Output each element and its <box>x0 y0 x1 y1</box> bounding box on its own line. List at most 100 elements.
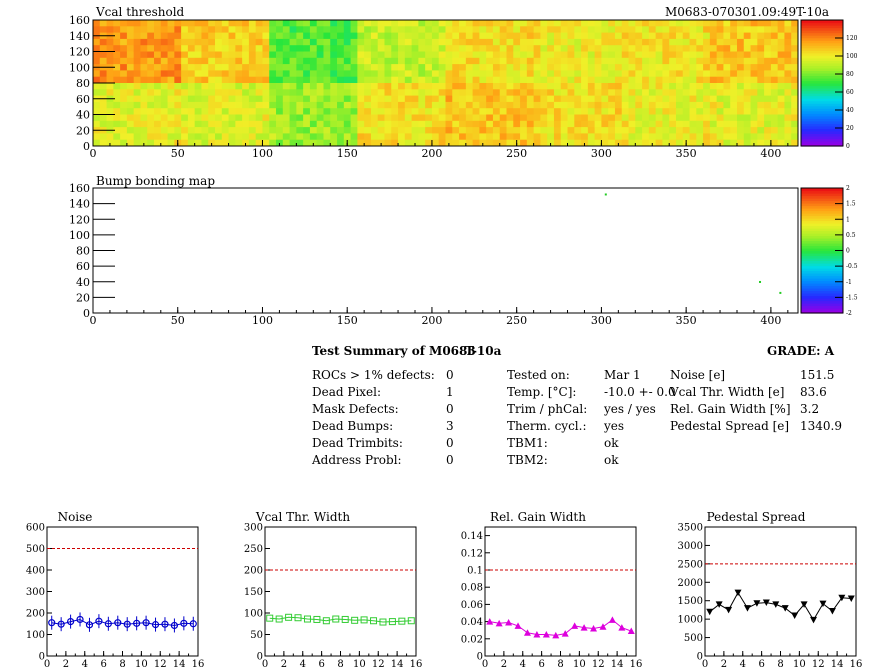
heat-cell <box>533 45 541 52</box>
heat-cell <box>431 133 440 141</box>
data-point <box>514 622 522 629</box>
heat-cell <box>709 45 718 52</box>
data-point <box>379 618 387 626</box>
heat-cell <box>689 108 697 115</box>
vcal-threshold-title: Vcal threshold <box>96 5 185 19</box>
heat-cell <box>296 38 304 46</box>
heat-cell <box>93 76 101 84</box>
heat-cell <box>642 89 650 96</box>
heat-cell <box>99 76 107 84</box>
heat-cell <box>614 108 623 115</box>
heat-cell <box>764 139 772 147</box>
heat-cell <box>289 108 297 115</box>
heat-cell <box>709 108 718 115</box>
heat-cell <box>513 127 521 134</box>
heat-cell <box>675 38 684 46</box>
heat-cell <box>750 89 758 96</box>
heat-cell <box>736 57 745 65</box>
heat-cell <box>364 114 372 122</box>
heat-cell <box>770 108 779 115</box>
heat-cell <box>431 101 440 109</box>
heat-cell <box>398 76 406 84</box>
heat-cell <box>418 101 426 109</box>
heat-cell <box>370 95 379 103</box>
heat-cell <box>282 57 290 65</box>
heat-cell <box>215 83 223 90</box>
heat-cell <box>316 127 324 134</box>
heat-cell <box>289 114 297 122</box>
heat-cell <box>309 70 318 78</box>
colorbar-segment <box>801 40 843 44</box>
heat-cell <box>581 120 589 128</box>
heat-cell <box>696 89 704 96</box>
heat-cell <box>282 114 290 122</box>
heat-cell <box>140 32 148 40</box>
summary-test-label: T-10a <box>465 344 502 358</box>
heat-cell <box>764 95 772 103</box>
heat-cell <box>682 76 690 84</box>
series-line <box>489 619 632 636</box>
summary-value: 0 <box>446 402 454 416</box>
heat-cell <box>269 89 277 96</box>
heat-cell <box>296 20 304 27</box>
heat-cell <box>533 20 541 27</box>
heat-cell <box>770 70 779 78</box>
heat-cell <box>574 64 582 71</box>
heat-cell <box>255 76 263 84</box>
heat-cell <box>181 139 189 147</box>
heat-cell <box>682 64 690 71</box>
heat-cell <box>431 32 440 40</box>
heat-cell <box>682 20 690 27</box>
heat-cell <box>160 64 168 71</box>
heat-cell <box>181 95 189 103</box>
heat-cell <box>553 108 562 115</box>
heat-cell <box>736 20 745 27</box>
heat-cell <box>736 114 745 122</box>
heat-cell <box>682 127 690 134</box>
heat-cell <box>574 20 582 27</box>
heat-cell <box>309 57 318 65</box>
data-point <box>542 631 550 638</box>
heat-cell <box>330 108 338 115</box>
heat-cell <box>459 64 467 71</box>
heat-cell <box>99 108 107 115</box>
heat-cell <box>323 101 331 109</box>
heat-cell <box>126 83 135 90</box>
heat-cell <box>445 20 453 27</box>
heat-cell <box>520 20 528 27</box>
heat-cell <box>492 32 501 40</box>
heat-cell <box>662 70 670 78</box>
heat-cell <box>174 20 182 27</box>
heat-cell <box>228 127 236 134</box>
heat-cell <box>547 70 555 78</box>
heat-cell <box>126 20 135 27</box>
y-tick-label: 40 <box>76 276 90 289</box>
heat-cell <box>730 133 738 141</box>
data-point <box>303 615 311 623</box>
heat-cell <box>147 51 155 59</box>
heat-cell <box>303 32 311 40</box>
heat-cell <box>364 38 372 46</box>
heat-cell <box>675 76 684 84</box>
heat-cell <box>743 95 751 103</box>
heat-cell <box>303 70 311 78</box>
heat-cell <box>635 89 643 96</box>
heat-cell <box>581 133 589 141</box>
heat-cell <box>465 32 474 40</box>
heat-cell <box>540 127 548 134</box>
heat-cell <box>743 139 751 147</box>
heat-cell <box>770 57 779 65</box>
heat-cell <box>221 20 229 27</box>
heat-cell <box>696 108 704 115</box>
heat-cell <box>560 114 568 122</box>
heat-cell <box>459 114 467 122</box>
heat-cell <box>140 70 148 78</box>
colorbar-segment <box>801 205 843 209</box>
heat-cell <box>120 120 128 128</box>
heat-cell <box>628 139 636 147</box>
data-point <box>715 601 723 608</box>
heat-cell <box>499 20 507 27</box>
heat-cell <box>201 83 209 90</box>
heat-cell <box>540 45 548 52</box>
heat-cell <box>323 89 331 96</box>
